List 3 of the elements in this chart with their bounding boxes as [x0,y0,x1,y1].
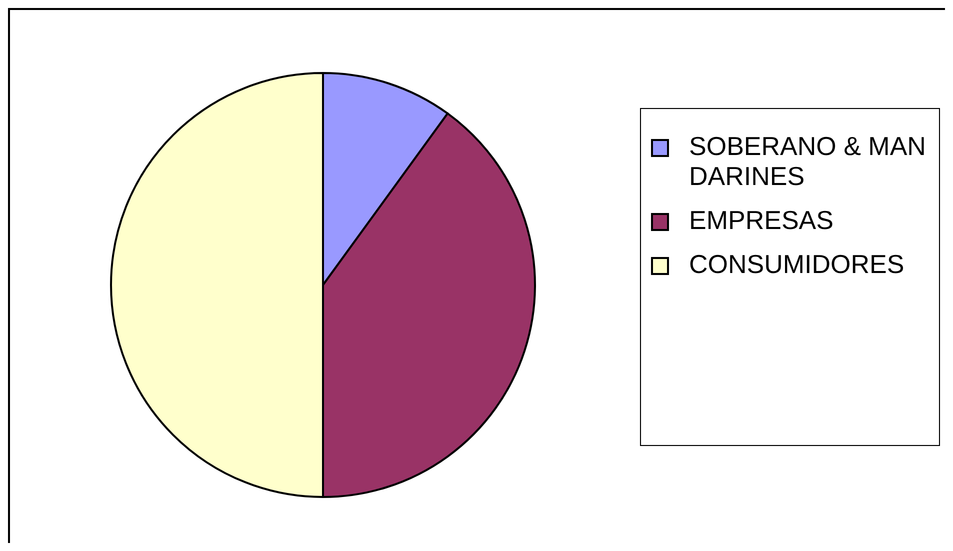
legend-label: EMPRESAS [689,204,834,234]
legend-label: SOBERANO & MANDARINES [689,130,927,190]
legend-label: CONSUMIDORES [689,248,906,278]
